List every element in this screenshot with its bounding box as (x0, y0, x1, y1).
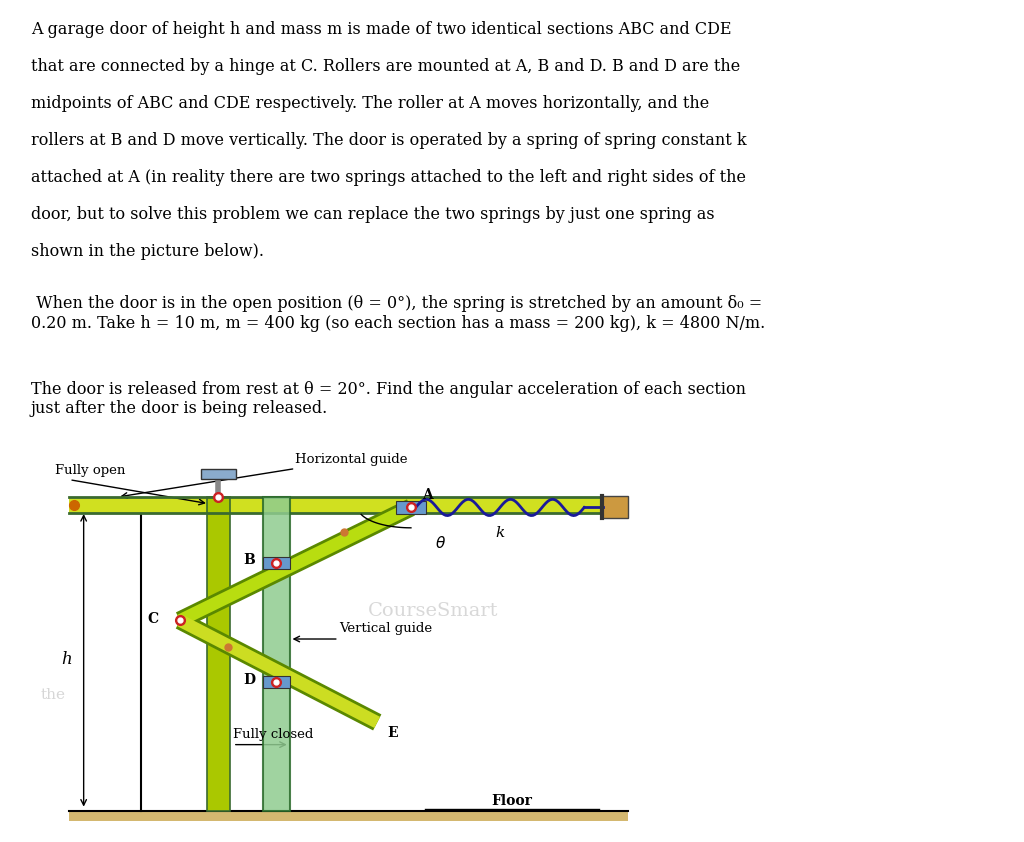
Text: When the door is in the open position (θ = 0°), the spring is stretched by an am: When the door is in the open position (θ… (31, 296, 765, 332)
Polygon shape (395, 501, 426, 514)
Text: shown in the picture below).: shown in the picture below). (31, 243, 264, 260)
Text: Floor: Floor (492, 794, 532, 807)
Polygon shape (602, 496, 628, 518)
Text: Horizontal guide: Horizontal guide (295, 453, 408, 466)
Polygon shape (263, 675, 290, 688)
Text: C: C (147, 611, 159, 626)
Text: Fully open: Fully open (55, 464, 125, 477)
Text: attached at A (in reality there are two springs attached to the left and right s: attached at A (in reality there are two … (31, 169, 745, 186)
Text: that are connected by a hinge at C. Rollers are mounted at A, B and D. B and D a: that are connected by a hinge at C. Roll… (31, 58, 740, 75)
Text: E: E (387, 726, 397, 740)
Text: A garage door of height h and mass m is made of two identical sections ABC and C: A garage door of height h and mass m is … (31, 21, 731, 38)
Text: the: the (40, 688, 66, 701)
Polygon shape (263, 557, 290, 569)
Text: rollers at B and D move vertically. The door is operated by a spring of spring c: rollers at B and D move vertically. The … (31, 132, 746, 149)
Polygon shape (70, 812, 628, 821)
Text: Fully closed: Fully closed (232, 728, 313, 741)
Text: A: A (423, 488, 433, 502)
Text: CourseSmart: CourseSmart (368, 602, 498, 621)
Text: k: k (496, 526, 505, 540)
Text: Vertical guide: Vertical guide (339, 622, 432, 636)
Text: The door is released from rest at θ = 20°. Find the angular acceleration of each: The door is released from rest at θ = 20… (31, 381, 745, 417)
Text: B: B (244, 553, 255, 567)
Text: midpoints of ABC and CDE respectively. The roller at A moves horizontally, and t: midpoints of ABC and CDE respectively. T… (31, 95, 709, 112)
Text: h: h (61, 651, 72, 668)
Polygon shape (70, 497, 608, 513)
Polygon shape (207, 497, 230, 812)
Polygon shape (263, 497, 290, 812)
Text: D: D (243, 673, 255, 687)
Text: door, but to solve this problem we can replace the two springs by just one sprin: door, but to solve this problem we can r… (31, 206, 715, 223)
Polygon shape (201, 469, 236, 478)
Text: $\theta$: $\theta$ (435, 536, 446, 552)
